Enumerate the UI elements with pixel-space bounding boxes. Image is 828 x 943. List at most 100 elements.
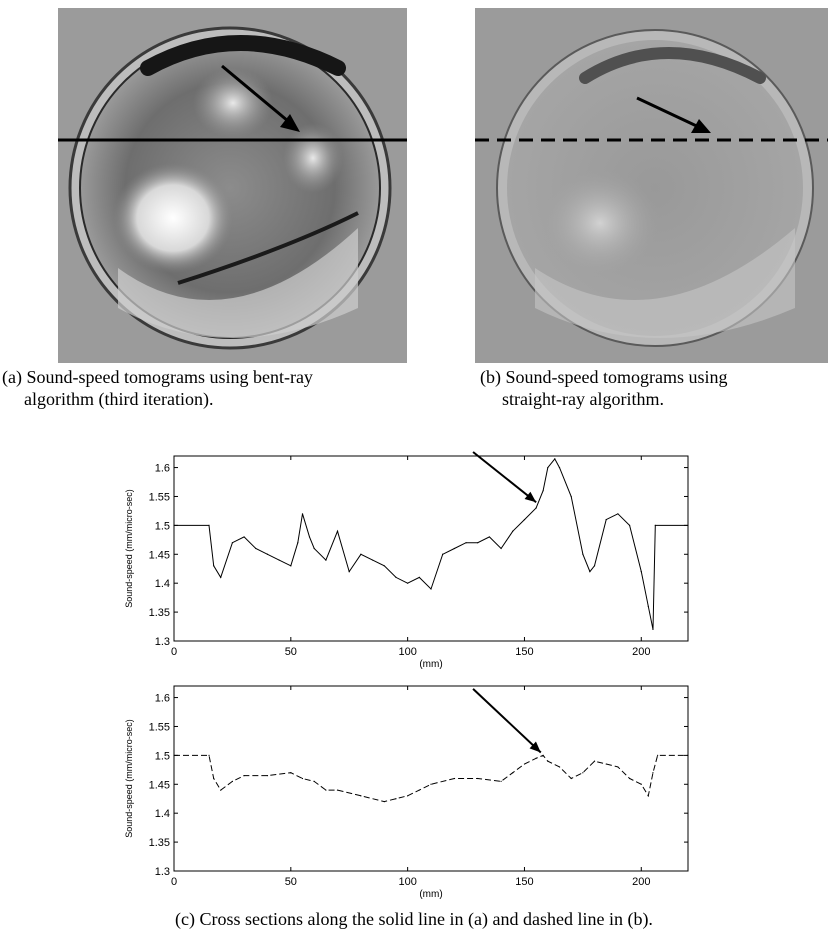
chart-1-x-tick-label: 50: [285, 646, 297, 658]
chart-1-x-label: (mm): [419, 659, 442, 670]
chart-2-data-point: [290, 772, 292, 774]
chart-2-svg: 0 50 100 150 200 1.3 1.35 1.4 1.45 1.5 1.55 1.6 (mm)…: [124, 685, 689, 900]
chart-1-data-point: [395, 576, 397, 579]
chart-2-x-tick-label: 50: [285, 876, 297, 888]
tomogram-b-panel: [475, 8, 828, 363]
chart-2-y-tick-label: 1.4: [155, 808, 170, 820]
chart-1-data-point: [547, 466, 549, 469]
chart-1-data-point: [348, 571, 350, 573]
chart-1-y-tick-label: 1.45: [149, 549, 170, 561]
chart-1-data-point: [325, 559, 327, 561]
chart-1-data-point: [383, 565, 385, 567]
chart-2-data-point: [640, 783, 642, 785]
chart-2-data-point: [395, 798, 397, 800]
chart-2-data-point: [313, 780, 315, 782]
chart-1-data-point: [313, 547, 315, 550]
chart-1-data-point: [407, 582, 409, 584]
chart-2-data-point: [647, 795, 649, 797]
chart-1-y-tick-label: 1.5: [155, 520, 170, 532]
chart-2-data-point: [523, 763, 526, 765]
chart-2-data-point: [336, 789, 339, 791]
tomogram-a-dark-boundary: [177, 211, 359, 285]
chart-1-annotation-arrow: [472, 451, 537, 504]
chart-2-data-point: [325, 789, 327, 791]
chart-1-y-label: Sound-speed (mm/micro-sec): [124, 489, 134, 608]
chart-1-data-point: [554, 458, 556, 460]
tomogram-b-arrowhead: [691, 119, 711, 133]
chart-1-data-point: [243, 536, 245, 538]
chart-1-data-point: [231, 542, 234, 544]
chart-2-data-point: [652, 772, 654, 774]
tomogram-b-dark-arc: [579, 47, 766, 84]
chart-1-data-point: [208, 524, 210, 526]
chart-1-data-point: [220, 576, 222, 579]
chart-2-data-point: [558, 766, 561, 768]
chart-2-plot-frame: [173, 685, 689, 872]
tomogram-b-bright-blob: [540, 168, 660, 278]
chart-2-data-point: [243, 775, 245, 777]
chart-1-data-point: [535, 507, 537, 509]
tomogram-a-bright-blob-2: [193, 68, 273, 138]
tomogram-a-arrowhead: [280, 114, 300, 132]
chart-1-data-point: [654, 524, 656, 526]
chart-1-data-point: [593, 565, 596, 567]
chart-1-x-tick-label: 0: [171, 646, 177, 658]
chart-2-annotation-arrow: [472, 688, 542, 754]
chart-1-data-point: [628, 524, 631, 526]
chart-2-data-point: [231, 780, 234, 782]
tomogram-a-panel: [58, 8, 407, 363]
caption-b-line-1: (b) Sound-speed tomograms using: [480, 367, 728, 387]
chart-2-data-point: [500, 780, 502, 782]
chart-2-y-tick-label: 1.5: [155, 750, 170, 762]
chart-1-data-point: [558, 466, 561, 469]
chart-2-x-tick-label: 100: [398, 876, 416, 888]
chart-2-data-point: [477, 777, 479, 780]
chart-2-y-label: Sound-speed (mm/micro-sec): [124, 719, 134, 838]
chart-1-data-point: [336, 530, 339, 532]
chart-2-data-point: [593, 760, 596, 762]
chart-1-data-point: [308, 536, 311, 538]
chart-2-data-point: [173, 754, 175, 756]
chart-1-data-point: [430, 588, 432, 590]
chart-1-data-point: [582, 553, 584, 555]
chart-2-data-point: [512, 772, 514, 774]
chart-1-data-point: [523, 518, 526, 521]
caption-a: (a) Sound-speed tomograms using bent-ray…: [2, 366, 313, 410]
chart-1-data-point: [647, 605, 649, 607]
caption-a-line-1: (a) Sound-speed tomograms using bent-ray: [2, 367, 313, 387]
tomogram-a-bright-blob-3: [283, 123, 343, 193]
caption-b-line-2: straight-ray algorithm.: [502, 389, 664, 409]
chart-1-data-point: [173, 524, 175, 526]
chart-1-data-point: [290, 565, 292, 567]
chart-2-data-point: [360, 795, 362, 797]
chart-2-y-tick-label: 1.6: [155, 693, 170, 705]
chart-1-data-point: [266, 553, 269, 555]
tomogram-a-bright-blob: [113, 163, 233, 273]
chart-2-data-point: [213, 777, 215, 780]
chart-1-x-tick-label: 150: [515, 646, 533, 658]
chart-1-data-point: [687, 524, 689, 526]
chart-1-panel: 0 50 100 150 200 1.3 1.35 1.4 1.45 1.5 1.55 1.6 (mm)…: [118, 448, 700, 670]
chart-1-y-tick-label: 1.55: [149, 491, 170, 503]
caption-a-line-2: algorithm (third iteration).: [24, 389, 214, 409]
chart-2-data-point: [570, 777, 572, 780]
chart-1-data-point: [360, 553, 362, 555]
tomogram-b-lower-region: [535, 228, 795, 338]
chart-2-data-point: [208, 754, 210, 756]
chart-1-x-tick-label: 100: [398, 646, 416, 658]
chart-2-data-point: [266, 775, 269, 777]
chart-1-data-point: [418, 576, 420, 579]
chart-2-data-point: [617, 766, 619, 768]
caption-c: (c) Cross sections along the solid line …: [0, 908, 828, 930]
chart-2-data-point: [657, 754, 659, 756]
chart-1-data-point: [297, 542, 299, 544]
chart-2-annotation-arrow-head: [529, 741, 541, 753]
chart-1-data-point: [652, 628, 654, 631]
chart-1-data-point: [465, 542, 467, 544]
chart-1-data-point: [301, 513, 304, 515]
chart-2-y-tick-label: 1.3: [155, 866, 170, 878]
chart-2-data-point: [687, 754, 689, 756]
chart-2-x-label: (mm): [419, 889, 442, 900]
chart-1-data-point: [477, 542, 479, 544]
chart-1-data-point: [640, 571, 642, 573]
